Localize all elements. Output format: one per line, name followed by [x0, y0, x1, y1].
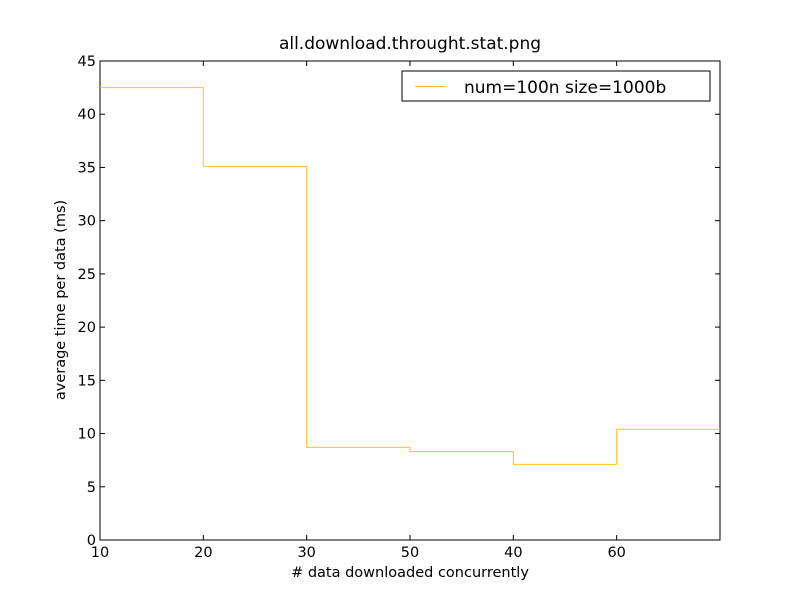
- plot-area: 0 5 10 15 20 25 30 35 40 45 10 20 30 50 40 60: [78, 54, 721, 561]
- y-tick-label: 35: [78, 160, 96, 176]
- y-tick-label: 10: [78, 427, 96, 443]
- legend: num=100n size=1000b: [401, 70, 711, 102]
- x-tick-label: 60: [607, 545, 625, 561]
- x-tick-label: 50: [401, 545, 419, 561]
- x-tick-label: 40: [504, 545, 522, 561]
- axes-frame: [99, 60, 721, 541]
- legend-label: num=100n size=1000b: [464, 78, 666, 98]
- y-tick-label: 15: [78, 373, 96, 389]
- y-tick-label: 5: [87, 480, 96, 496]
- y-tick-label: 40: [78, 107, 96, 123]
- x-axis-label: # data downloaded concurrently: [291, 565, 529, 581]
- chart-title: all.download.throught.stat.png: [279, 34, 541, 54]
- x-tick-label: 10: [91, 545, 109, 561]
- y-tick-label: 30: [78, 214, 96, 230]
- legend-box: [401, 70, 711, 102]
- y-tick-label: 25: [78, 267, 96, 283]
- y-tick-label: 0: [87, 533, 96, 549]
- x-tick-label: 30: [297, 545, 315, 561]
- y-axis-label: average time per data (ms): [53, 200, 69, 400]
- x-tick-label: 20: [194, 545, 212, 561]
- series-line: [100, 87, 720, 465]
- y-tick-label: 45: [78, 54, 96, 70]
- y-tick-label: 20: [78, 320, 96, 336]
